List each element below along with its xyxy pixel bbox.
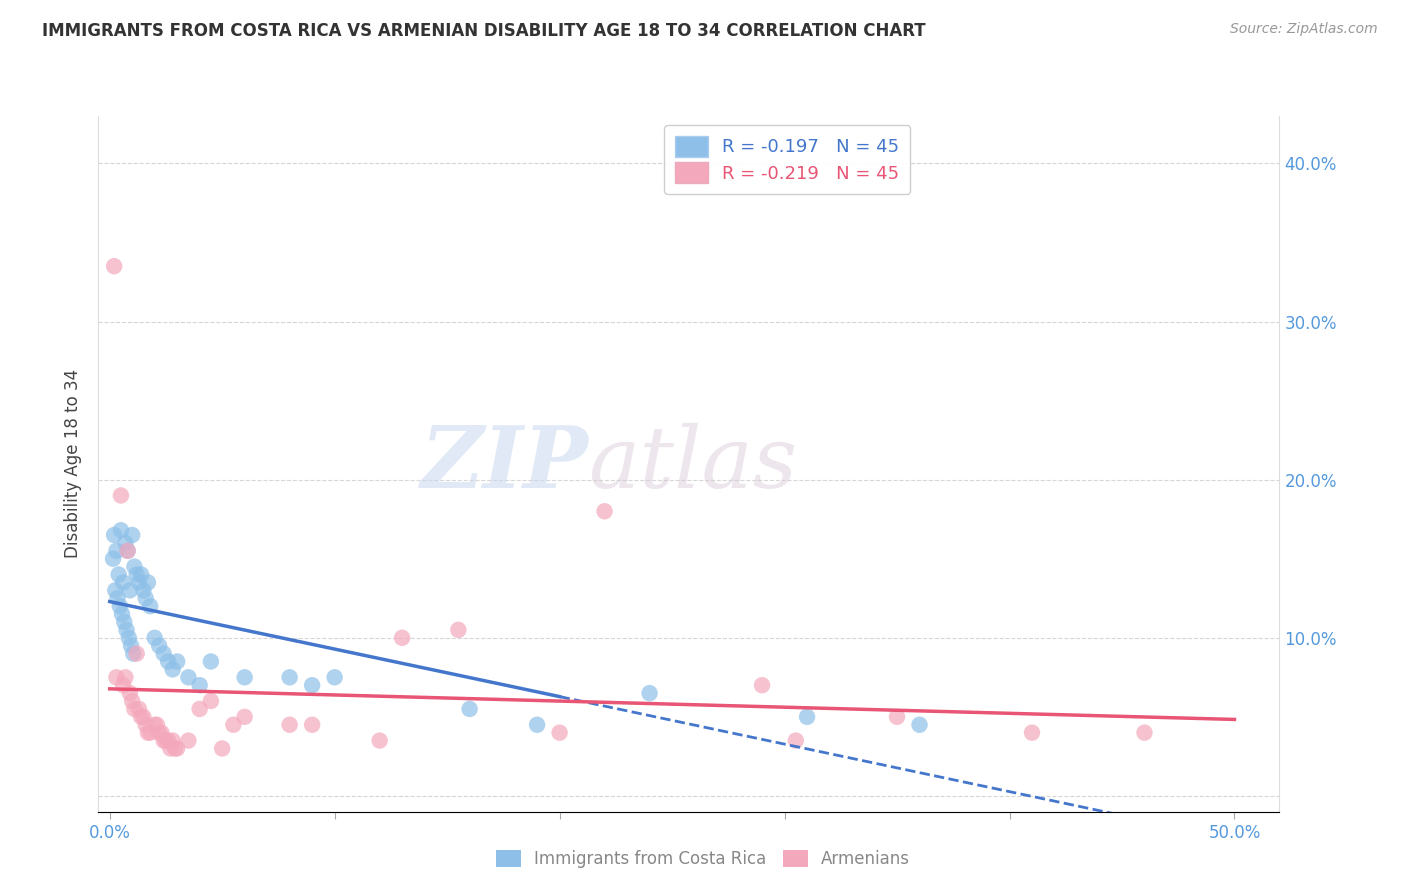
Point bbox=[112, 678, 135, 692]
Point bbox=[122, 647, 145, 661]
Point bbox=[177, 670, 200, 684]
Legend: Immigrants from Costa Rica, Armenians: Immigrants from Costa Rica, Armenians bbox=[489, 843, 917, 875]
Point bbox=[323, 670, 346, 684]
Point bbox=[136, 575, 159, 590]
Point bbox=[593, 504, 616, 518]
Point bbox=[103, 259, 125, 273]
Point bbox=[886, 710, 908, 724]
Point bbox=[1021, 725, 1043, 739]
Point bbox=[177, 733, 200, 747]
Point bbox=[222, 717, 245, 731]
Point bbox=[188, 678, 211, 692]
Point bbox=[135, 591, 157, 606]
Point bbox=[166, 741, 188, 756]
Point bbox=[103, 528, 125, 542]
Point bbox=[135, 717, 157, 731]
Point bbox=[200, 655, 222, 669]
Point bbox=[278, 717, 301, 731]
Point bbox=[796, 710, 818, 724]
Text: ZIP: ZIP bbox=[420, 422, 589, 506]
Point bbox=[233, 670, 256, 684]
Point bbox=[751, 678, 773, 692]
Point bbox=[105, 543, 128, 558]
Text: IMMIGRANTS FROM COSTA RICA VS ARMENIAN DISABILITY AGE 18 TO 34 CORRELATION CHART: IMMIGRANTS FROM COSTA RICA VS ARMENIAN D… bbox=[42, 22, 925, 40]
Point bbox=[548, 725, 571, 739]
Point bbox=[118, 583, 141, 598]
Point bbox=[132, 583, 155, 598]
Point bbox=[117, 543, 139, 558]
Point bbox=[162, 662, 184, 676]
Point bbox=[159, 741, 181, 756]
Point bbox=[447, 623, 470, 637]
Point bbox=[1133, 725, 1156, 739]
Point bbox=[143, 631, 166, 645]
Point bbox=[110, 488, 132, 502]
Point bbox=[114, 670, 136, 684]
Point bbox=[114, 536, 136, 550]
Point bbox=[458, 702, 481, 716]
Point bbox=[118, 631, 141, 645]
Point bbox=[112, 615, 135, 629]
Point bbox=[143, 717, 166, 731]
Point bbox=[111, 607, 134, 621]
Point bbox=[638, 686, 661, 700]
Y-axis label: Disability Age 18 to 34: Disability Age 18 to 34 bbox=[65, 369, 83, 558]
Point bbox=[152, 733, 174, 747]
Point bbox=[128, 575, 150, 590]
Point bbox=[157, 655, 180, 669]
Text: atlas: atlas bbox=[589, 423, 797, 505]
Point bbox=[163, 741, 186, 756]
Point bbox=[278, 670, 301, 684]
Point bbox=[211, 741, 233, 756]
Point bbox=[188, 702, 211, 716]
Point bbox=[120, 639, 142, 653]
Point bbox=[107, 567, 129, 582]
Point bbox=[124, 559, 146, 574]
Point bbox=[124, 702, 146, 716]
Point bbox=[125, 567, 148, 582]
Legend: R = -0.197   N = 45, R = -0.219   N = 45: R = -0.197 N = 45, R = -0.219 N = 45 bbox=[665, 125, 910, 194]
Point bbox=[200, 694, 222, 708]
Point bbox=[368, 733, 391, 747]
Point bbox=[157, 733, 180, 747]
Point bbox=[391, 631, 413, 645]
Point bbox=[139, 725, 162, 739]
Text: Source: ZipAtlas.com: Source: ZipAtlas.com bbox=[1230, 22, 1378, 37]
Point bbox=[136, 725, 159, 739]
Point bbox=[148, 639, 170, 653]
Point bbox=[115, 623, 138, 637]
Point bbox=[112, 575, 135, 590]
Point bbox=[150, 725, 173, 739]
Point bbox=[139, 599, 162, 614]
Point bbox=[233, 710, 256, 724]
Point bbox=[162, 733, 184, 747]
Point bbox=[125, 647, 148, 661]
Point bbox=[105, 670, 128, 684]
Point bbox=[526, 717, 548, 731]
Point bbox=[121, 694, 143, 708]
Point bbox=[152, 647, 174, 661]
Point bbox=[146, 717, 169, 731]
Point bbox=[132, 710, 155, 724]
Point bbox=[128, 702, 150, 716]
Point bbox=[129, 567, 152, 582]
Point bbox=[121, 528, 143, 542]
Point bbox=[108, 599, 131, 614]
Point bbox=[104, 583, 127, 598]
Point bbox=[148, 725, 170, 739]
Point bbox=[129, 710, 152, 724]
Point bbox=[785, 733, 807, 747]
Point bbox=[101, 551, 124, 566]
Point bbox=[908, 717, 931, 731]
Point bbox=[166, 655, 188, 669]
Point bbox=[117, 543, 139, 558]
Point bbox=[301, 717, 323, 731]
Point bbox=[118, 686, 141, 700]
Point bbox=[155, 733, 177, 747]
Point bbox=[107, 591, 129, 606]
Point bbox=[110, 523, 132, 537]
Point bbox=[301, 678, 323, 692]
